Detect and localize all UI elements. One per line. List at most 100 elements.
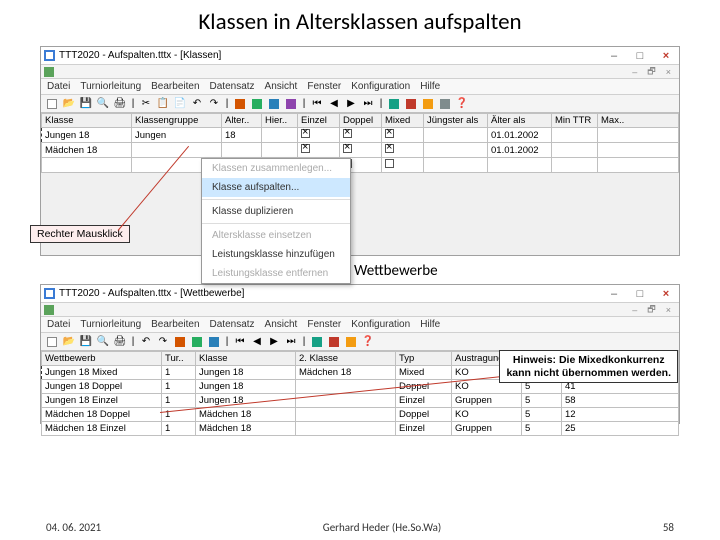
tb-cut-icon[interactable]: ✂ — [139, 97, 153, 111]
mdi-restore-icon[interactable]: 🗗 — [647, 302, 655, 318]
col-gruppe[interactable]: Klassengruppe — [132, 114, 222, 128]
tb-preview-icon[interactable]: 🔍 — [96, 335, 110, 349]
col-doppel[interactable]: Doppel — [340, 114, 382, 128]
tb-new-icon[interactable] — [45, 335, 59, 349]
tb-g3-icon[interactable] — [344, 335, 358, 349]
table-row[interactable]: Jungen 18 Jungen 18 01.01.2002 — [42, 128, 679, 143]
col-mixed[interactable]: Mixed — [382, 114, 424, 128]
menu-fenster[interactable]: Fenster — [307, 319, 341, 330]
tb-open-icon[interactable]: 📂 — [62, 97, 76, 111]
mdi-min-icon[interactable]: – — [632, 305, 637, 315]
tb-last-icon[interactable]: ⏭ — [361, 97, 375, 111]
tb-g2-icon[interactable] — [327, 335, 341, 349]
tb-c1-icon[interactable] — [233, 97, 247, 111]
table-row[interactable]: Mädchen 18 Doppel1Mädchen 18DoppelKO512 — [42, 408, 679, 422]
col-klasse[interactable]: Klasse — [196, 352, 296, 366]
ctx-aufspalten[interactable]: Klasse aufspalten... — [202, 178, 350, 197]
tb-g4-icon[interactable] — [438, 97, 452, 111]
tb-print-icon[interactable]: 🖨 — [113, 97, 127, 111]
mdi-restore-icon[interactable]: 🗗 — [647, 64, 655, 80]
tb-last-icon[interactable]: ⏭ — [284, 335, 298, 349]
tb-g3-icon[interactable] — [421, 97, 435, 111]
tb-prev-icon[interactable]: ◀ — [327, 97, 341, 111]
col-einzel[interactable]: Einzel — [298, 114, 340, 128]
menu-datei[interactable]: Datei — [47, 81, 70, 92]
maximize-button[interactable]: □ — [633, 49, 647, 63]
menu-datensatz[interactable]: Datensatz — [210, 81, 255, 92]
tb-copy-icon[interactable]: 📋 — [156, 97, 170, 111]
tb-open-icon[interactable]: 📂 — [62, 335, 76, 349]
checkbox-icon[interactable] — [385, 144, 394, 153]
menu-bearbeiten[interactable]: Bearbeiten — [151, 319, 199, 330]
tb-save-icon[interactable]: 💾 — [79, 97, 93, 111]
menu-fenster[interactable]: Fenster — [307, 81, 341, 92]
tb-g1-icon[interactable] — [387, 97, 401, 111]
tb-next-icon[interactable]: ▶ — [267, 335, 281, 349]
tb-first-icon[interactable]: ⏮ — [233, 335, 247, 349]
col-alter[interactable]: Alter.. — [222, 114, 262, 128]
col-alt[interactable]: Älter als — [488, 114, 552, 128]
maximize-button[interactable]: □ — [633, 287, 647, 301]
tb-redo-icon[interactable]: ↷ — [207, 97, 221, 111]
tb-new-icon[interactable] — [45, 97, 59, 111]
col-jung[interactable]: Jüngster als — [424, 114, 488, 128]
col-typ[interactable]: Typ — [396, 352, 452, 366]
tb-g2-icon[interactable] — [404, 97, 418, 111]
tb-next-icon[interactable]: ▶ — [344, 97, 358, 111]
mdi-close-icon[interactable]: × — [666, 305, 671, 315]
tb-undo-icon[interactable]: ↶ — [139, 335, 153, 349]
tb-first-icon[interactable]: ⏮ — [310, 97, 324, 111]
tb-paste-icon[interactable]: 📄 — [173, 97, 187, 111]
checkbox-icon[interactable] — [343, 129, 352, 138]
menu-hilfe[interactable]: Hilfe — [420, 81, 440, 92]
col-klasse[interactable]: Klasse — [42, 114, 132, 128]
mdi-close-icon[interactable]: × — [666, 67, 671, 77]
checkbox-icon[interactable] — [343, 144, 352, 153]
checkbox-icon[interactable] — [301, 129, 310, 138]
menu-hilfe[interactable]: Hilfe — [420, 319, 440, 330]
checkbox-icon[interactable] — [385, 129, 394, 138]
tb-c1-icon[interactable] — [173, 335, 187, 349]
col-max[interactable]: Max.. — [598, 114, 679, 128]
menu-bearbeiten[interactable]: Bearbeiten — [151, 81, 199, 92]
tb-c2-icon[interactable] — [250, 97, 264, 111]
menu-datensatz[interactable]: Datensatz — [210, 319, 255, 330]
table-row[interactable]: Mädchen 18 Einzel1Mädchen 18EinzelGruppe… — [42, 422, 679, 436]
col-tur[interactable]: Tur.. — [162, 352, 196, 366]
tb-help-icon[interactable]: ❓ — [455, 97, 469, 111]
tb-save-icon[interactable]: 💾 — [79, 335, 93, 349]
tb-g1-icon[interactable] — [310, 335, 324, 349]
menu-turnier[interactable]: Turniorleitung — [80, 319, 141, 330]
footer-page: 58 — [663, 521, 674, 534]
menu-ansicht[interactable]: Ansicht — [265, 319, 298, 330]
tb-c4-icon[interactable] — [284, 97, 298, 111]
menu-datei[interactable]: Datei — [47, 319, 70, 330]
minimize-button[interactable]: – — [607, 49, 621, 63]
col-klasse2[interactable]: 2. Klasse — [296, 352, 396, 366]
ctx-leistung-add[interactable]: Leistungsklasse hinzufügen — [202, 245, 350, 264]
close-button[interactable]: × — [659, 287, 673, 301]
tb-c3-icon[interactable] — [207, 335, 221, 349]
col-wettbewerb[interactable]: Wettbewerb — [42, 352, 162, 366]
ctx-duplizieren[interactable]: Klasse duplizieren — [202, 202, 350, 221]
col-minttr[interactable]: Min TTR — [552, 114, 598, 128]
menu-konfig[interactable]: Konfiguration — [351, 81, 410, 92]
table-row[interactable]: Jungen 18 Einzel1Jungen 18EinzelGruppen5… — [42, 394, 679, 408]
menu-turnier[interactable]: Turniorleitung — [80, 81, 141, 92]
tb-undo-icon[interactable]: ↶ — [190, 97, 204, 111]
tb-c2-icon[interactable] — [190, 335, 204, 349]
tb-preview-icon[interactable]: 🔍 — [96, 97, 110, 111]
close-button[interactable]: × — [659, 49, 673, 63]
checkbox-icon[interactable] — [301, 144, 310, 153]
table-row[interactable]: Mädchen 18 01.01.2002 — [42, 143, 679, 158]
tb-prev-icon[interactable]: ◀ — [250, 335, 264, 349]
menu-konfig[interactable]: Konfiguration — [351, 319, 410, 330]
tb-print-icon[interactable]: 🖨 — [113, 335, 127, 349]
mdi-min-icon[interactable]: – — [632, 67, 637, 77]
tb-c3-icon[interactable] — [267, 97, 281, 111]
tb-redo-icon[interactable]: ↷ — [156, 335, 170, 349]
menu-ansicht[interactable]: Ansicht — [265, 81, 298, 92]
minimize-button[interactable]: – — [607, 287, 621, 301]
col-hier[interactable]: Hier.. — [262, 114, 298, 128]
tb-help-icon[interactable]: ❓ — [361, 335, 375, 349]
